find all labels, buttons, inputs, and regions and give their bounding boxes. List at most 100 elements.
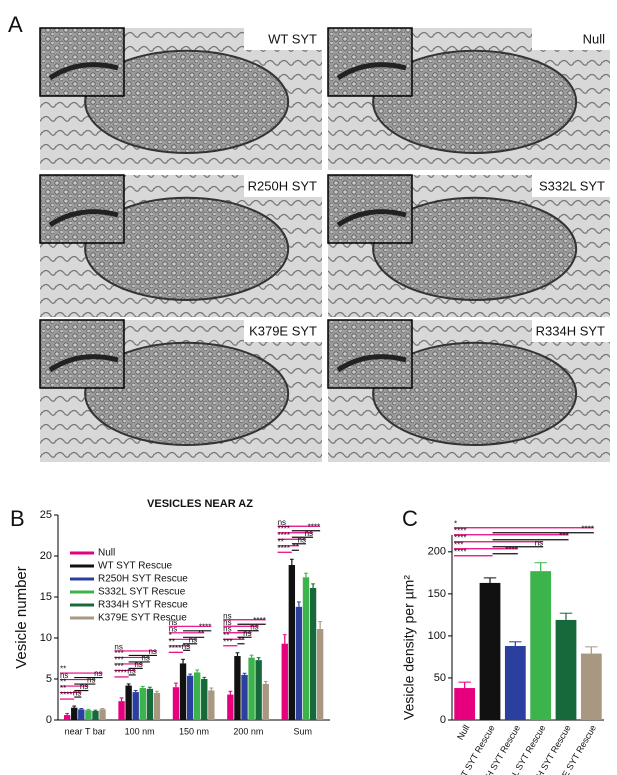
inset	[327, 319, 413, 389]
panel-label: B	[10, 506, 25, 531]
terminal	[372, 196, 578, 301]
bar	[234, 656, 241, 720]
significance-label: **	[60, 684, 66, 693]
significance-label: ns	[189, 635, 197, 644]
significance-label: ***	[114, 656, 123, 665]
significance-label: ****	[199, 622, 211, 631]
image-label-bg	[244, 28, 322, 50]
y-tick-label: 15	[40, 591, 52, 603]
terminal	[84, 341, 290, 446]
significance-label: ns	[169, 624, 177, 633]
significance-label: ****	[278, 544, 290, 553]
image-label-bg	[244, 175, 322, 197]
significance-label: ns	[148, 647, 156, 656]
bar	[179, 663, 187, 720]
image-label-bg	[532, 320, 610, 342]
inset-density	[48, 62, 119, 81]
bar	[248, 657, 255, 720]
terminal	[372, 341, 578, 446]
significance-label: ns	[114, 643, 122, 652]
significance-label: *	[454, 519, 457, 528]
image-label-bg	[532, 175, 610, 197]
bar	[295, 606, 303, 720]
significance-label: **	[293, 542, 299, 551]
y-axis-label: Vesicle number	[13, 566, 30, 669]
significance-label: ****	[454, 526, 466, 535]
inset-density	[336, 209, 407, 228]
significance-label: ns	[60, 671, 68, 680]
significance-label: ***	[114, 662, 123, 671]
bar	[153, 692, 161, 720]
legend-label: WT SYT Rescue	[98, 561, 173, 572]
significance-label: ****	[253, 616, 265, 625]
bar	[85, 710, 92, 720]
significance-label: ns	[80, 682, 88, 691]
x-tick-label: Sum	[294, 726, 313, 736]
inset	[39, 319, 125, 389]
panel-label: A	[8, 12, 23, 37]
bar	[454, 688, 476, 720]
significance-label: ****	[278, 531, 290, 540]
bar	[186, 675, 194, 720]
bar	[262, 683, 269, 720]
y-tick-label: 10	[40, 632, 52, 644]
significance-label: ****	[454, 547, 466, 556]
bar	[194, 672, 201, 720]
image-label-bg	[532, 28, 610, 50]
image-label: WT SYT	[268, 31, 317, 46]
significance-label: ns	[243, 629, 251, 638]
legend-label: R250H SYT Rescue	[98, 574, 188, 585]
x-tick-label: 150 nm	[179, 726, 209, 736]
legend-label: S332L SYT Rescue	[98, 587, 186, 598]
significance-label: ns	[169, 618, 177, 627]
y-tick-label: 200	[428, 546, 446, 558]
bar	[118, 701, 125, 720]
significance-label: ns	[278, 518, 286, 527]
significance-label: ***	[454, 540, 463, 549]
bar	[227, 694, 234, 720]
bar	[201, 679, 208, 720]
legend-label: K379E SYT Rescue	[98, 613, 187, 624]
legend-label: R334H SYT Rescue	[98, 600, 188, 611]
inset-density	[336, 354, 407, 373]
significance-label: ****	[169, 644, 181, 653]
significance-label: **	[169, 637, 175, 646]
significance-label: ns	[73, 689, 81, 698]
bar	[63, 715, 71, 720]
significance-label: ns	[141, 654, 149, 663]
bar	[241, 674, 248, 720]
x-tick-label: 100 nm	[125, 726, 155, 736]
terminal	[84, 196, 290, 301]
y-axis-label: Vesicle density per µm²	[401, 575, 417, 720]
inset-density	[48, 354, 119, 373]
significance-label: **	[238, 635, 244, 644]
significance-label: **	[198, 629, 204, 638]
image-label: S332L SYT	[539, 178, 605, 193]
terminal	[84, 49, 290, 154]
terminal	[372, 49, 578, 154]
legend-label: Null	[98, 548, 115, 559]
significance-label: ****	[308, 522, 320, 531]
significance-label: ****	[454, 533, 466, 542]
significance-label: ns	[223, 611, 231, 620]
significance-label: ***	[114, 649, 123, 658]
chart-title: VESICLES NEAR AZ	[147, 498, 253, 510]
bar	[288, 565, 296, 720]
image-label: Null	[583, 31, 606, 46]
significance-label: ns	[298, 535, 306, 544]
bar	[281, 643, 288, 720]
significance-label: **	[60, 665, 66, 674]
image-label: R250H SYT	[248, 178, 317, 193]
y-tick-label: 20	[40, 550, 52, 562]
x-tick-label: Null	[455, 723, 471, 741]
y-tick-label: 25	[40, 509, 52, 521]
significance-label: ns	[134, 660, 142, 669]
significance-label: **	[60, 678, 66, 687]
inset-density	[336, 62, 407, 81]
significance-label: ***	[223, 637, 232, 646]
bar	[132, 692, 139, 720]
panel-label: C	[402, 506, 418, 531]
y-tick-label: 0	[440, 714, 446, 726]
significance-label: ****	[60, 691, 72, 700]
